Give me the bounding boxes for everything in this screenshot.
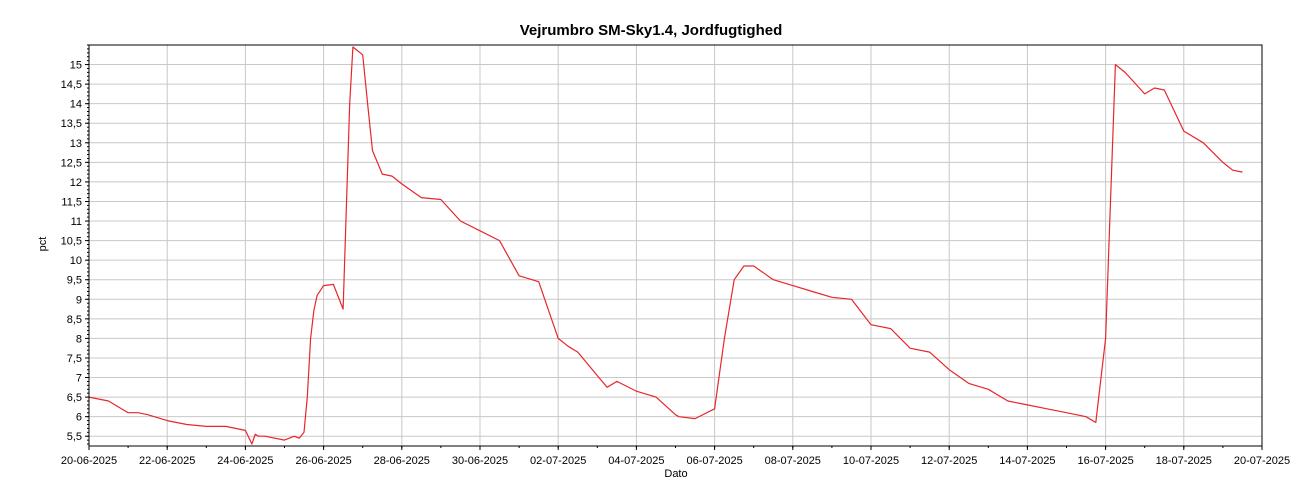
x-tick-label: 26-06-2025 xyxy=(295,455,351,467)
x-tick-label: 06-07-2025 xyxy=(686,455,742,467)
y-tick-label: 15 xyxy=(70,60,82,72)
y-tick-label: 11,5 xyxy=(61,196,82,208)
y-tick-label: 10 xyxy=(70,255,82,267)
y-tick-label: 13,5 xyxy=(61,118,82,130)
y-tick-label: 10,5 xyxy=(61,236,82,248)
y-tick-label: 14,5 xyxy=(61,79,82,91)
chart-title: Vejrumbro SM-Sky1.4, Jordfugtighed xyxy=(520,22,783,39)
y-tick-label: 12,5 xyxy=(61,157,82,169)
y-tick-label: 6,5 xyxy=(67,392,82,404)
y-tick-label: 11 xyxy=(71,216,82,228)
y-tick-label: 9,5 xyxy=(67,275,82,287)
x-tick-label: 20-06-2025 xyxy=(61,455,117,467)
x-axis-ticks: 20-06-2025 22-06-2025 24-06-2025 26-06-2025… xyxy=(61,446,1290,467)
x-tick-label: 02-07-2025 xyxy=(530,455,586,467)
x-tick-label: 10-07-2025 xyxy=(843,455,899,467)
x-tick-label: 20-07-2025 xyxy=(1234,455,1290,467)
y-tick-label: 8 xyxy=(76,333,82,345)
series-line-0 xyxy=(88,46,1243,445)
y-tick-label: 13 xyxy=(70,138,82,150)
y-tick-label: 8,5 xyxy=(67,314,82,326)
plot-frame xyxy=(88,44,1263,447)
y-tick-label: 7,5 xyxy=(67,353,82,365)
x-tick-label: 24-06-2025 xyxy=(217,455,273,467)
x-tick-label: 14-07-2025 xyxy=(999,455,1055,467)
y-axis-ticks: 5,5 6 6,5 7 7,5 8 8,5 9 9,5 10 10,5 11 11,5 12 12,5 13 1… xyxy=(61,44,89,445)
x-axis-label: Dato xyxy=(664,468,687,480)
y-tick-label: 5,5 xyxy=(67,431,82,443)
y-tick-label: 14 xyxy=(70,99,82,111)
x-tick-label: 28-06-2025 xyxy=(374,455,430,467)
y-tick-label: 12 xyxy=(70,177,82,189)
y-tick-label: 6 xyxy=(76,412,82,424)
x-tick-label: 18-07-2025 xyxy=(1156,455,1212,467)
x-tick-label: 22-06-2025 xyxy=(139,455,195,467)
x-tick-label: 08-07-2025 xyxy=(765,455,821,467)
y-tick-label: 9 xyxy=(76,294,82,306)
x-tick-label: 12-07-2025 xyxy=(921,455,977,467)
y-axis-label: pct xyxy=(37,237,49,252)
x-tick-label: 04-07-2025 xyxy=(608,455,664,467)
series-group xyxy=(88,46,1243,445)
x-tick-label: 16-07-2025 xyxy=(1077,455,1133,467)
y-tick-label: 7 xyxy=(76,373,82,385)
x-tick-label: 30-06-2025 xyxy=(452,455,508,467)
